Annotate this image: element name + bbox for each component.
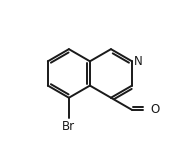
- Text: N: N: [134, 55, 143, 68]
- Text: O: O: [151, 103, 160, 116]
- Text: Br: Br: [62, 120, 75, 133]
